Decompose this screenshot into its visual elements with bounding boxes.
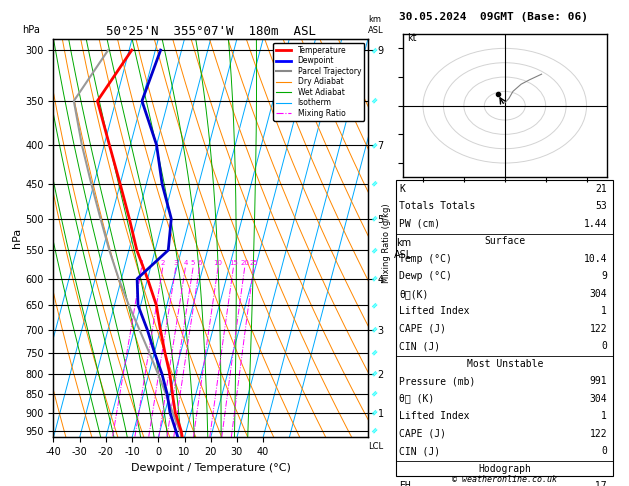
Text: ≡: ≡ — [369, 213, 380, 225]
Text: 15: 15 — [229, 260, 238, 266]
Text: ≡: ≡ — [369, 244, 380, 256]
Text: CIN (J): CIN (J) — [399, 341, 440, 351]
Text: Hodograph: Hodograph — [478, 464, 532, 474]
Text: 304: 304 — [589, 394, 607, 404]
Text: 53: 53 — [595, 201, 607, 211]
Text: CAPE (J): CAPE (J) — [399, 324, 447, 334]
Text: 5: 5 — [191, 260, 195, 266]
Text: © weatheronline.co.uk: © weatheronline.co.uk — [452, 474, 557, 484]
Text: K: K — [399, 184, 405, 194]
Text: 304: 304 — [589, 289, 607, 299]
Text: CAPE (J): CAPE (J) — [399, 429, 447, 439]
Text: kt: kt — [407, 33, 416, 43]
Text: Most Unstable: Most Unstable — [467, 359, 543, 369]
Text: Lifted Index: Lifted Index — [399, 306, 470, 316]
Text: 25: 25 — [249, 260, 258, 266]
Text: LCL: LCL — [368, 442, 383, 451]
Text: Mixing Ratio (g/kg): Mixing Ratio (g/kg) — [382, 203, 391, 283]
Title: 50°25'N  355°07'W  180m  ASL: 50°25'N 355°07'W 180m ASL — [106, 25, 316, 38]
Text: 20: 20 — [240, 260, 249, 266]
Text: 4: 4 — [183, 260, 187, 266]
Text: 1: 1 — [139, 260, 144, 266]
Text: 122: 122 — [589, 429, 607, 439]
Text: θᴇ(K): θᴇ(K) — [399, 289, 429, 299]
X-axis label: Dewpoint / Temperature (°C): Dewpoint / Temperature (°C) — [131, 463, 291, 473]
Text: ≡: ≡ — [369, 388, 380, 399]
Text: ≡: ≡ — [369, 407, 380, 418]
Text: PW (cm): PW (cm) — [399, 219, 440, 229]
Y-axis label: km
ASL: km ASL — [394, 238, 413, 260]
Text: 2: 2 — [160, 260, 165, 266]
Text: 991: 991 — [589, 376, 607, 386]
Text: km
ASL: km ASL — [368, 16, 384, 35]
Text: Dewp (°C): Dewp (°C) — [399, 271, 452, 281]
Text: ≡: ≡ — [369, 368, 380, 380]
Text: Temp (°C): Temp (°C) — [399, 254, 452, 264]
Text: ≡: ≡ — [369, 273, 380, 284]
Text: 9: 9 — [601, 271, 607, 281]
Text: ≡: ≡ — [369, 299, 380, 311]
Text: ≡: ≡ — [369, 44, 380, 56]
Text: 1: 1 — [601, 306, 607, 316]
Text: ≡: ≡ — [369, 425, 380, 436]
Text: 122: 122 — [589, 324, 607, 334]
Text: θᴇ (K): θᴇ (K) — [399, 394, 435, 404]
Text: Pressure (mb): Pressure (mb) — [399, 376, 476, 386]
Text: Lifted Index: Lifted Index — [399, 411, 470, 421]
Text: 10: 10 — [213, 260, 223, 266]
Text: 0: 0 — [601, 341, 607, 351]
Text: ≡: ≡ — [369, 95, 380, 106]
Text: 1.44: 1.44 — [584, 219, 607, 229]
Text: Surface: Surface — [484, 236, 525, 246]
Text: hPa: hPa — [22, 25, 40, 35]
Text: CIN (J): CIN (J) — [399, 446, 440, 456]
Legend: Temperature, Dewpoint, Parcel Trajectory, Dry Adiabat, Wet Adiabat, Isotherm, Mi: Temperature, Dewpoint, Parcel Trajectory… — [273, 43, 364, 121]
Text: ≡: ≡ — [369, 347, 380, 358]
Text: ≡: ≡ — [369, 324, 380, 335]
Text: ≡: ≡ — [369, 139, 380, 151]
Text: 30.05.2024  09GMT (Base: 06): 30.05.2024 09GMT (Base: 06) — [399, 12, 588, 22]
Text: 1: 1 — [601, 411, 607, 421]
Text: 21: 21 — [595, 184, 607, 194]
Text: 0: 0 — [601, 446, 607, 456]
Text: 6: 6 — [197, 260, 202, 266]
Text: Totals Totals: Totals Totals — [399, 201, 476, 211]
Y-axis label: hPa: hPa — [13, 228, 23, 248]
Text: 3: 3 — [174, 260, 178, 266]
Text: 10.4: 10.4 — [584, 254, 607, 264]
Text: -17: -17 — [589, 481, 607, 486]
Text: EH: EH — [399, 481, 411, 486]
Text: ≡: ≡ — [369, 178, 380, 190]
